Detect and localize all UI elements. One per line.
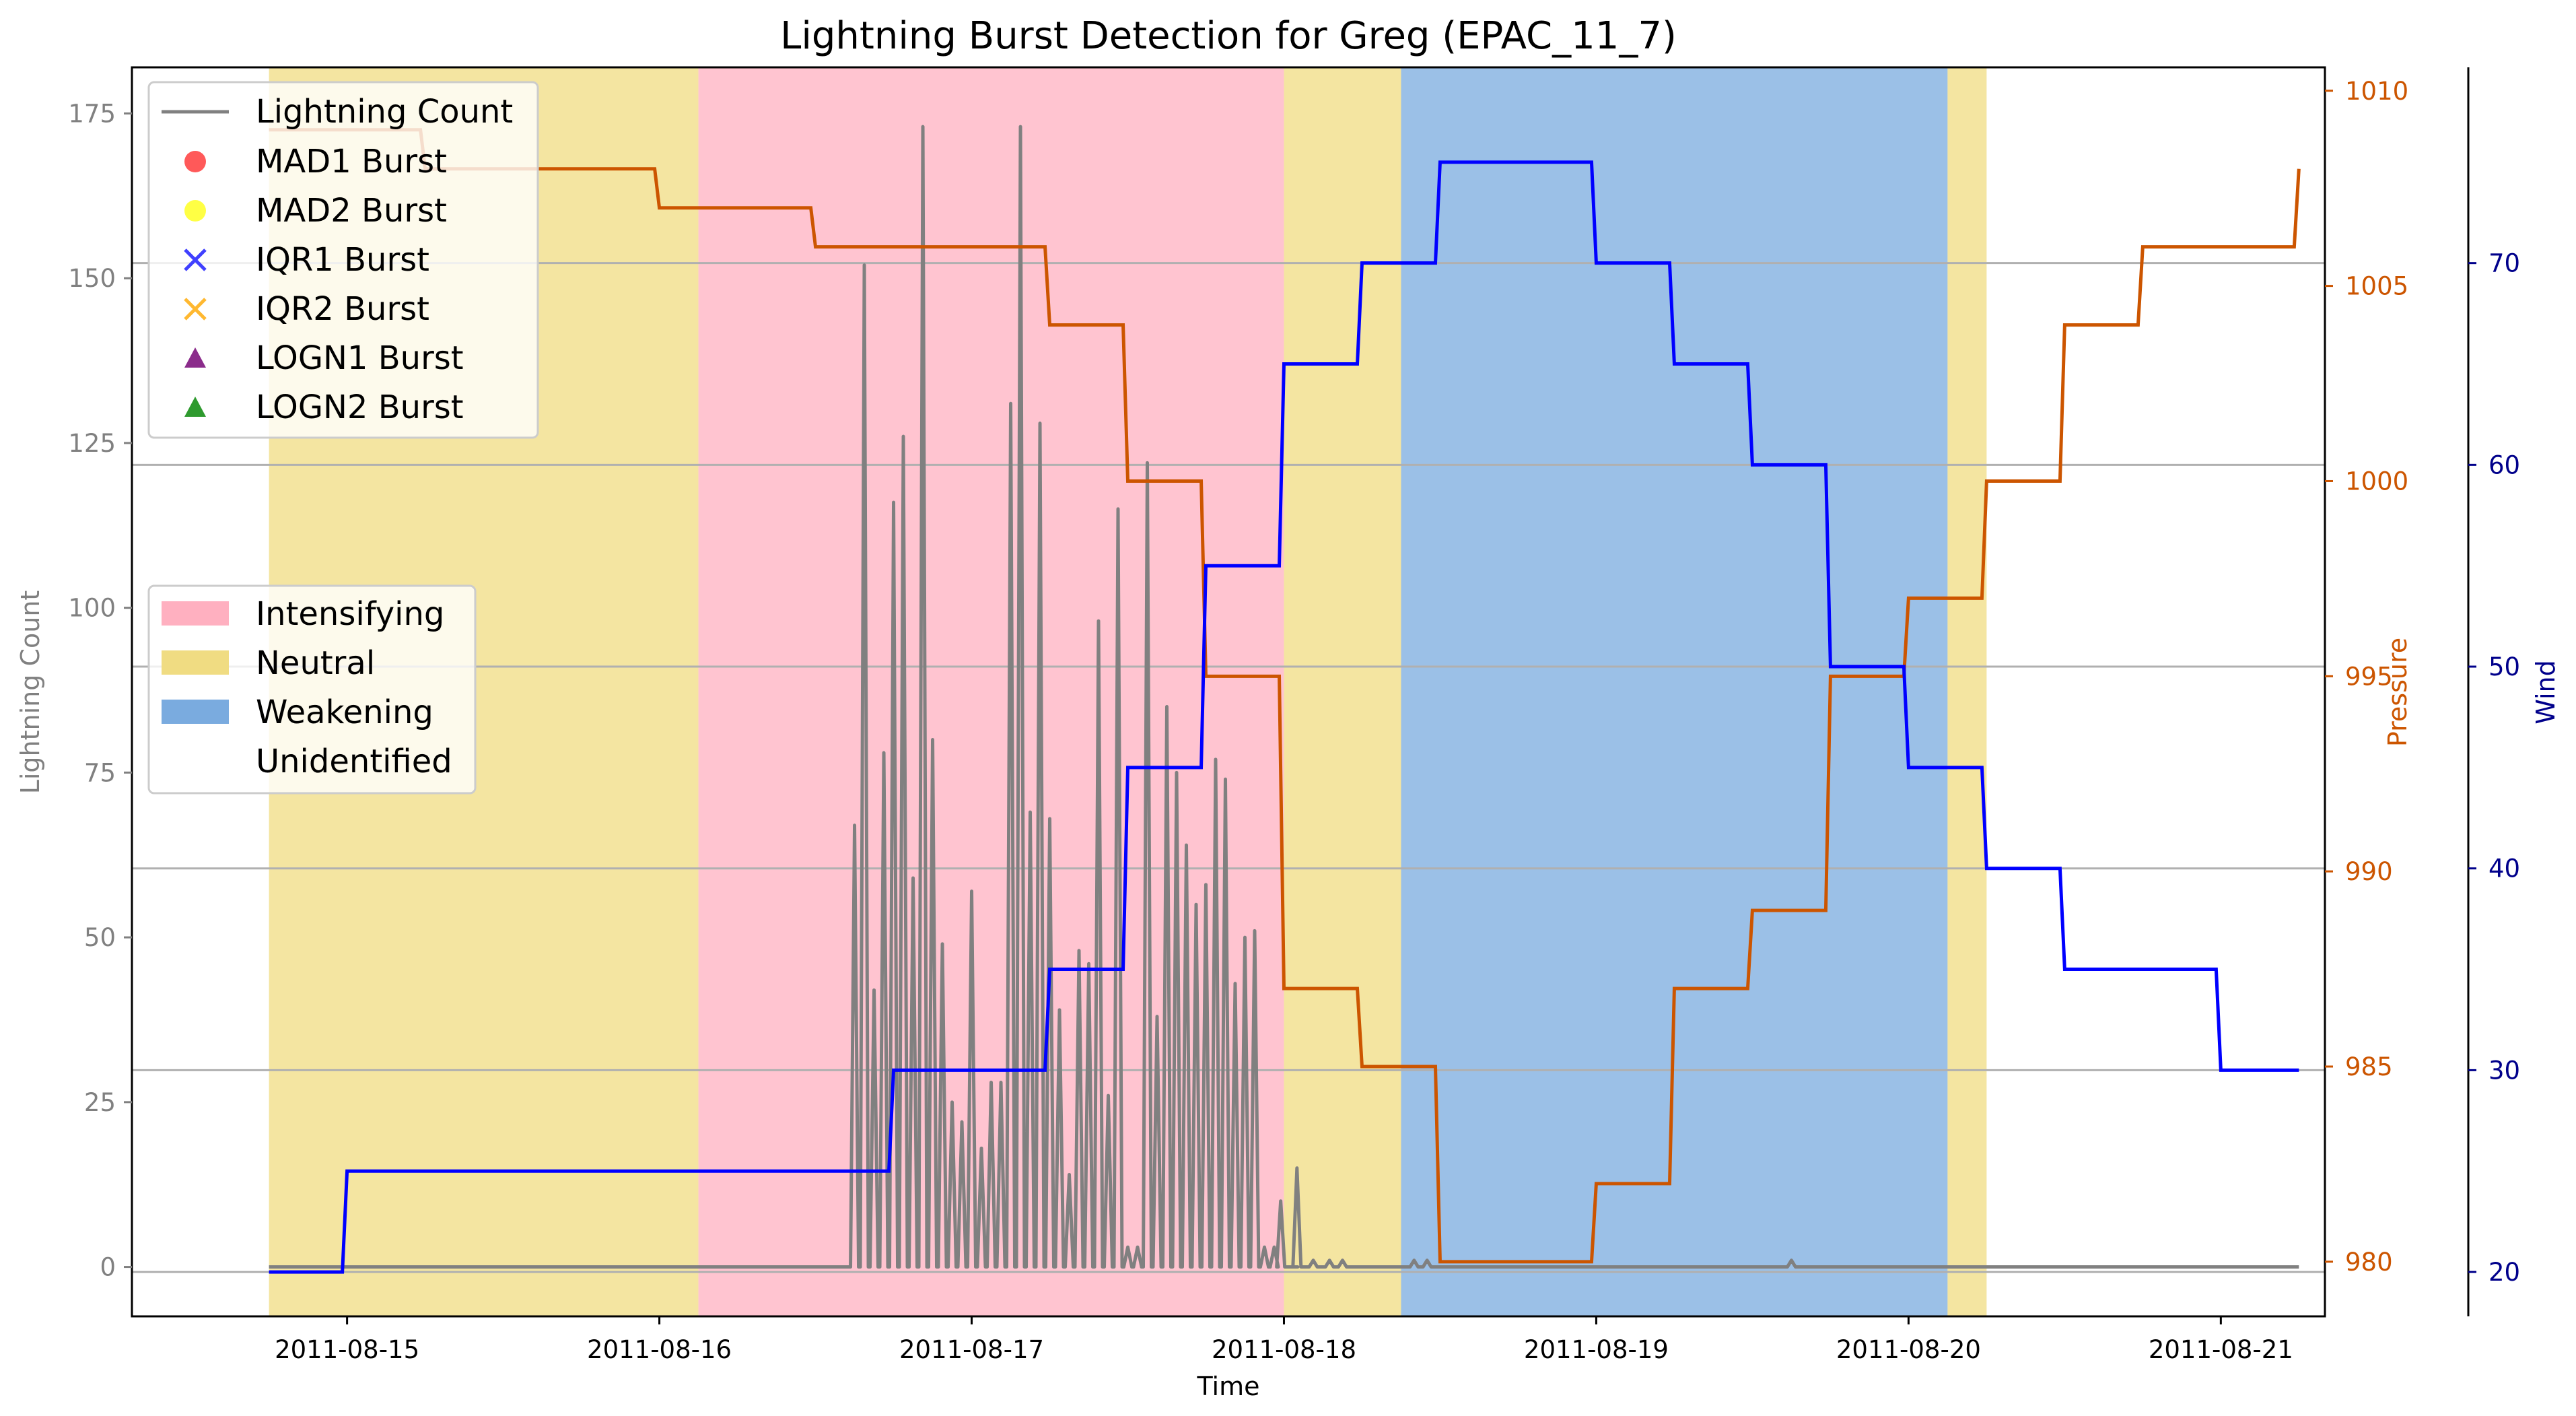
y-left-tick-label: 100	[68, 594, 116, 623]
region-neutral-2	[1284, 67, 1401, 1316]
legend-mad2-marker	[184, 200, 206, 222]
y-left-tick-label: 75	[84, 758, 116, 787]
x-tick-label: 2011-08-19	[1524, 1335, 1669, 1364]
legend-iqr2-label: IQR2 Burst	[256, 290, 429, 328]
region-weakening-3	[1401, 67, 1948, 1316]
legend-mad2-label: MAD2 Burst	[256, 192, 447, 230]
y-pressure-tick-label: 990	[2345, 857, 2393, 886]
series-pressure	[269, 128, 2301, 1264]
y-pressure-tick-label: 995	[2345, 662, 2393, 691]
legend-iqr2-marker	[184, 298, 207, 321]
x-tick-label: 2011-08-18	[1212, 1335, 1356, 1364]
y-axis-label-pressure: Pressure	[2383, 638, 2412, 747]
legend-logn1-marker	[184, 347, 206, 368]
y-left-tick-label: 175	[68, 100, 116, 129]
y-left-tick-label: 0	[100, 1253, 116, 1282]
plot-frame	[131, 66, 2326, 1318]
legend-iqr1-label: IQR1 Burst	[256, 241, 429, 279]
axis-ticks: 2011-08-15 2011-08-16 2011-08-17 2011-08-18…	[68, 77, 2520, 1364]
y-pressure-tick-label: 1010	[2345, 77, 2408, 106]
legend-logn2-marker	[184, 397, 206, 417]
y-pressure-tick-label: 1000	[2345, 467, 2408, 496]
y-left-tick-label: 50	[84, 923, 116, 952]
legend-weakening-swatch	[162, 700, 229, 724]
legend-neutral-swatch	[162, 650, 229, 675]
legend-mad1-marker	[184, 151, 206, 172]
legend-logn1-label: LOGN1 Burst	[256, 339, 464, 377]
y-wind-tick-label: 40	[2488, 854, 2520, 883]
legend-neutral-label: Neutral	[256, 644, 375, 682]
chart-title: Lightning Burst Detection for Greg (EPAC…	[780, 14, 1677, 58]
y-pressure-tick-label: 985	[2345, 1052, 2393, 1081]
x-tick-label: 2011-08-21	[2149, 1335, 2293, 1364]
legend-phases: Intensifying Neutral Weakening Unidentif…	[147, 584, 477, 795]
y-wind-tick-label: 30	[2488, 1056, 2520, 1085]
x-tick-label: 2011-08-16	[587, 1335, 732, 1364]
legend-series-box	[147, 81, 539, 439]
y-wind-tick-label: 70	[2488, 249, 2520, 278]
x-axis-label: Time	[1197, 1372, 1260, 1401]
y-pressure-tick-label: 980	[2345, 1248, 2393, 1277]
y-left-tick-label: 150	[68, 264, 116, 293]
series-wind	[269, 160, 2299, 1274]
legend-series: Lightning Count MAD1 Burst MAD2 Burst IQ…	[147, 81, 539, 439]
legend-logn2-label: LOGN2 Burst	[256, 389, 464, 426]
y-axis-label-wind: Wind	[2531, 660, 2561, 724]
x-tick-label: 2011-08-20	[1836, 1335, 1981, 1364]
legend-intensifying-swatch	[162, 601, 229, 626]
y-left-tick-label: 25	[84, 1088, 116, 1117]
legend-mad1-label: MAD1 Burst	[256, 143, 447, 180]
y-wind-tick-label: 20	[2488, 1258, 2520, 1287]
x-tick-label: 2011-08-15	[275, 1335, 419, 1364]
shaded-regions	[269, 67, 1987, 1316]
legend-weakening-label: Weakening	[256, 694, 433, 731]
y-pressure-tick-label: 1005	[2345, 272, 2408, 301]
legend-unidentified-swatch	[162, 749, 229, 773]
x-tick-label: 2011-08-17	[899, 1335, 1044, 1364]
y-wind-tick-label: 60	[2488, 450, 2520, 479]
series-lines	[269, 125, 2301, 1274]
legend-intensifying-label: Intensifying	[256, 595, 444, 633]
y-left-tick-label: 125	[68, 429, 116, 458]
legend-iqr1-marker	[184, 248, 207, 271]
region-neutral-4	[1947, 67, 1987, 1316]
y-wind-tick-label: 50	[2488, 652, 2520, 681]
y-axis-label-lightning: Lightning Count	[15, 591, 45, 795]
legend-unidentified-label: Unidentified	[256, 743, 452, 780]
legend-lightning-label: Lightning Count	[256, 93, 513, 131]
legend-phases-box	[147, 584, 477, 795]
series-lightning-count	[269, 125, 2299, 1269]
